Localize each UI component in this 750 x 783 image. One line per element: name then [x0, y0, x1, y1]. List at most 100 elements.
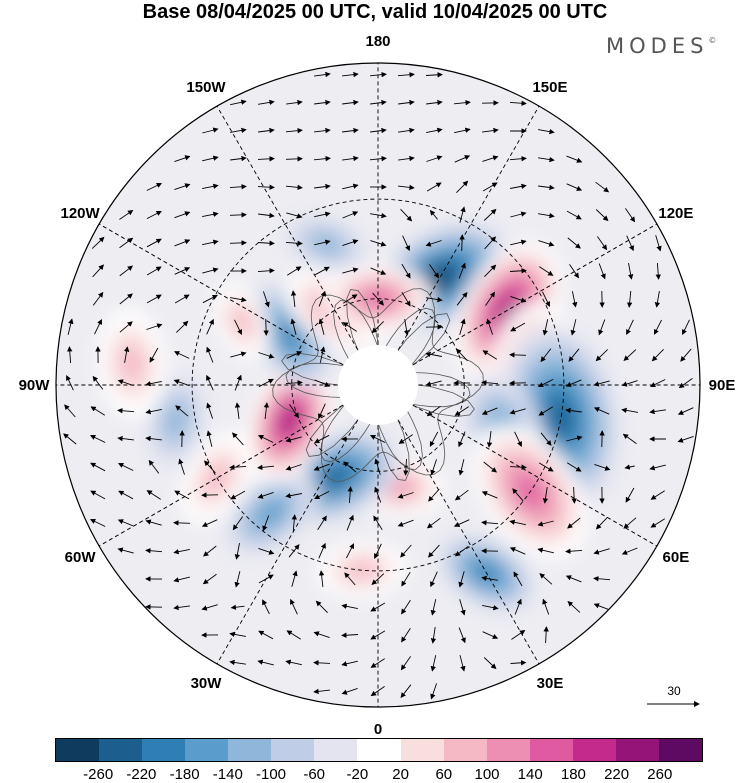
wind-arrow	[313, 631, 330, 639]
wind-arrow	[649, 379, 666, 387]
wind-arrow	[206, 402, 214, 419]
wind-arrow	[565, 575, 582, 583]
wind-arrow	[206, 430, 213, 447]
wind-arrow	[314, 490, 330, 500]
wind-arrow	[285, 156, 303, 162]
wind-arrow	[458, 459, 465, 476]
wind-arrow	[229, 464, 247, 470]
wind-arrow	[263, 402, 270, 420]
wind-arrow	[369, 435, 386, 443]
wind-arrow	[539, 573, 553, 585]
longitude-label: 120E	[658, 205, 693, 222]
wind-arrow	[624, 464, 635, 470]
wind-arrow	[680, 348, 692, 362]
wind-arrow	[262, 599, 270, 615]
wind-arrow	[426, 127, 443, 134]
wind-arrow	[314, 379, 331, 387]
wind-arrow	[514, 598, 522, 615]
wind-arrow	[230, 490, 246, 500]
colorbar-swatch	[56, 739, 100, 761]
anomaly-field	[97, 213, 622, 614]
wind-arrow	[649, 464, 666, 471]
wind-arrow	[454, 406, 469, 416]
wind-arrow	[621, 407, 638, 414]
wind-arrow	[510, 660, 527, 666]
wind-arrow	[540, 432, 552, 446]
colorbar-tick-label: 260	[647, 766, 673, 783]
wind-arrow	[427, 544, 440, 558]
wind-arrow	[258, 212, 275, 219]
wind-arrow	[538, 406, 554, 416]
wind-arrow	[257, 659, 274, 666]
wind-arrow	[90, 490, 106, 500]
wind-arrow	[426, 296, 443, 303]
wind-arrow	[595, 516, 608, 530]
wind-arrow	[314, 239, 331, 246]
wind-arrow	[257, 156, 275, 162]
wind-arrow	[425, 380, 442, 387]
wind-arrow	[565, 379, 582, 387]
wind-arrow	[655, 235, 662, 252]
wind-arrow	[397, 72, 415, 78]
wind-arrow	[258, 547, 275, 555]
wind-arrow	[538, 240, 555, 247]
wind-arrow	[258, 99, 275, 106]
wind-arrow	[514, 431, 522, 448]
wind-arrow	[481, 575, 498, 582]
anomaly-contour	[232, 308, 252, 335]
wind-arrow	[398, 155, 415, 162]
wind-arrow	[66, 374, 74, 391]
colorbar-tick-label: 140	[517, 766, 543, 783]
wind-arrow	[314, 211, 331, 218]
wind-arrow	[430, 627, 437, 644]
colorbar-swatch	[228, 739, 272, 761]
wind-arrow	[593, 576, 611, 582]
wind-arrow	[509, 100, 527, 106]
longitude-labels: 180 150E 120E 90E 60E 30E 0 30W 60W 90W 120W 150W	[19, 33, 736, 738]
wind-arrow	[595, 349, 609, 362]
meridian-line	[380, 389, 540, 665]
wind-arrow	[262, 291, 270, 308]
wind-arrow	[621, 380, 638, 387]
wind-arrow	[484, 264, 497, 278]
wind-arrow	[92, 375, 104, 390]
copyright-mark: ©	[708, 36, 717, 45]
wind-arrow	[94, 318, 102, 335]
wind-arrow	[258, 127, 275, 134]
wind-arrow	[286, 630, 302, 640]
wind-arrow	[653, 319, 663, 335]
wind-arrow	[119, 237, 134, 249]
wind-arrow	[566, 210, 582, 220]
wind-arrow	[117, 379, 134, 387]
wind-arrow	[370, 630, 386, 640]
wind-arrow	[202, 545, 217, 557]
wind-arrow	[370, 99, 387, 106]
colorbar	[55, 738, 703, 762]
wind-arrow	[234, 571, 241, 588]
wind-arrow	[342, 155, 359, 162]
wind-arrow	[174, 294, 190, 304]
wind-arrow	[286, 212, 303, 219]
wind-arrow	[401, 600, 411, 615]
wind-arrow	[318, 290, 326, 307]
wind-arrow	[401, 291, 411, 307]
wind-arrow	[341, 603, 358, 610]
wind-arrow	[286, 266, 302, 276]
wind-arrow	[285, 240, 303, 246]
wind-arrow	[230, 127, 247, 134]
wind-arrow	[482, 155, 499, 162]
colorbar-tick-label: -20	[346, 766, 369, 783]
map-border	[55, 62, 701, 708]
colorbar-tick-label: -60	[303, 766, 326, 783]
wind-arrow	[371, 573, 385, 586]
wind-arrow	[538, 184, 555, 191]
colorbar-swatch	[529, 739, 573, 761]
wind-arrow	[425, 240, 442, 247]
wind-arrow	[598, 319, 606, 336]
wind-arrow	[372, 292, 385, 306]
wind-arrow	[314, 71, 331, 78]
wind-arrow	[201, 519, 218, 527]
wind-arrow	[459, 234, 465, 252]
wind-arrow	[89, 435, 106, 443]
wind-arrow	[145, 548, 163, 554]
